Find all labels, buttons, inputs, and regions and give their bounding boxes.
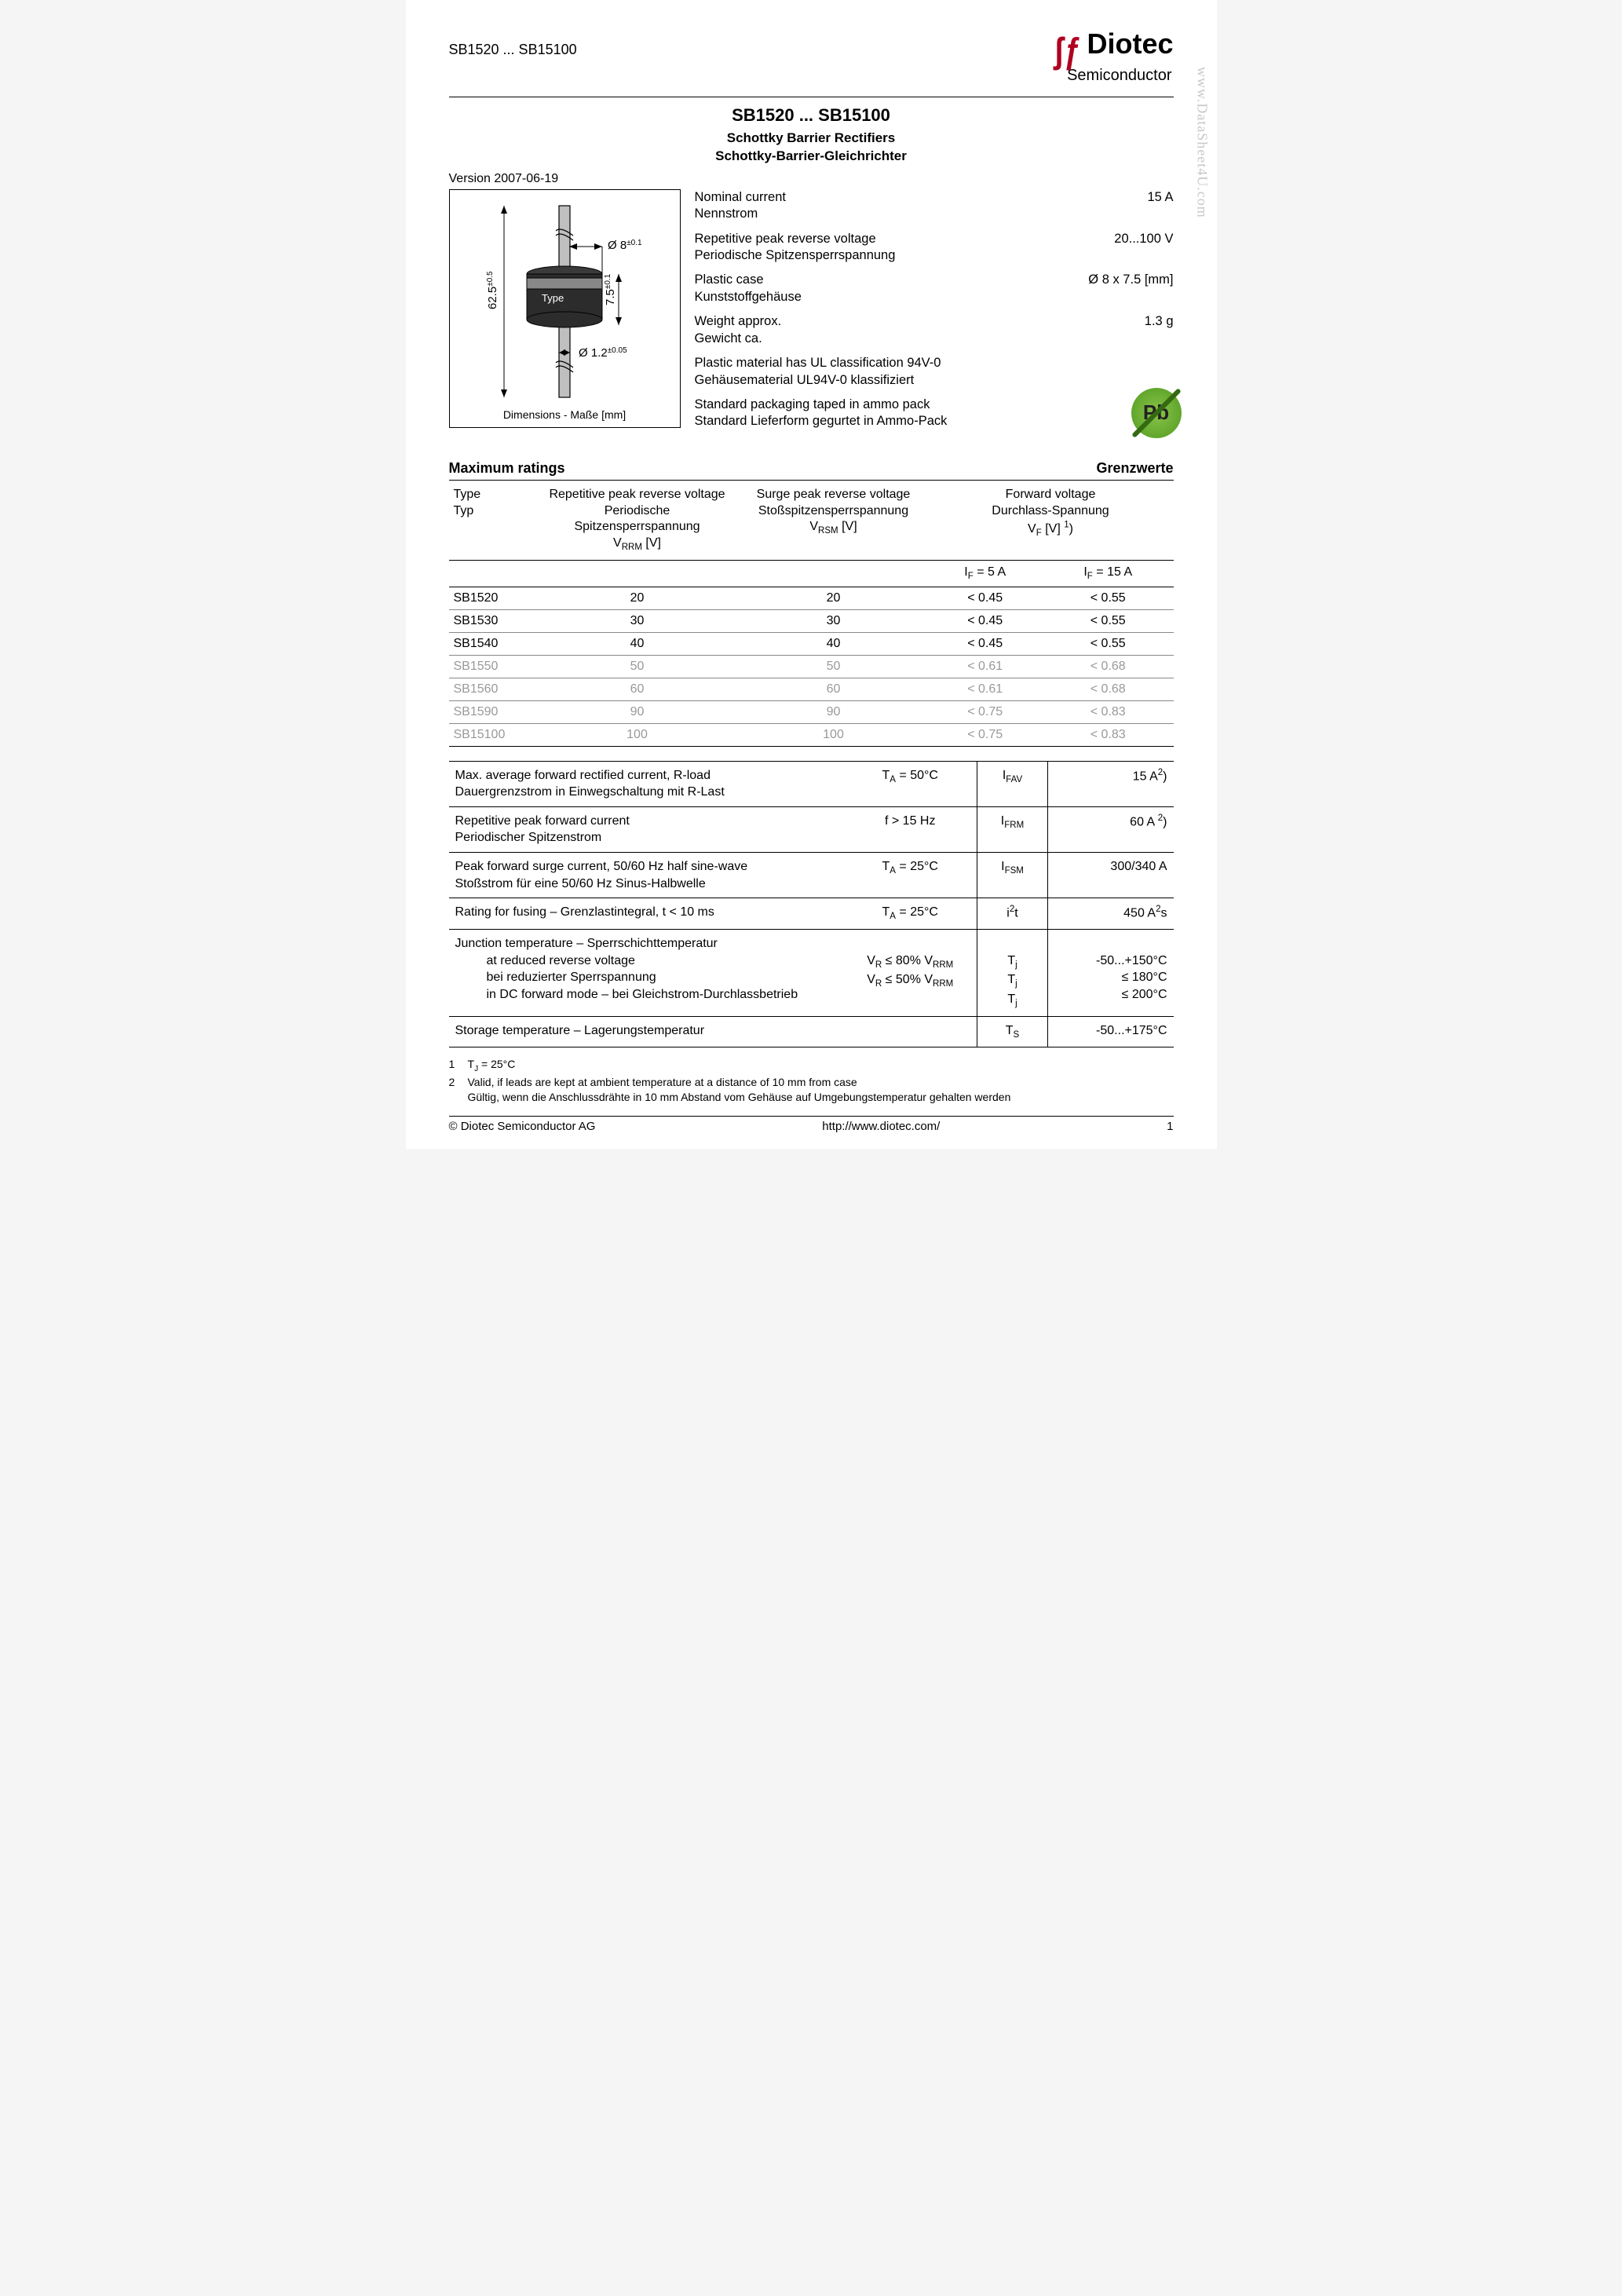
spec-label: Nominal current [695, 190, 786, 204]
spec-label: Plastic case [695, 272, 764, 287]
col-vrrm-de: Periodische Spitzensperrspannung [574, 504, 700, 534]
subhead-if15: IF = 15 A [1043, 561, 1174, 587]
watermark-text: www.DataSheet4U.com [1194, 67, 1211, 218]
part-range-header: SB1520 ... SB15100 [449, 42, 577, 58]
table-row: SB15404040< 0.45< 0.55 [449, 632, 1174, 655]
company-logo: ʃƒ Diotec Semiconductor [1051, 27, 1173, 85]
subtitle-en: Schottky Barrier Rectifiers [449, 130, 1174, 148]
table-row: SB15606060< 0.61< 0.68 [449, 678, 1174, 700]
dimensions-caption: Dimensions - Maße [mm] [456, 408, 674, 421]
spec-value: 15 A [1131, 189, 1173, 223]
logo-symbol-icon: ʃƒ [1054, 29, 1081, 71]
svg-text:Ø 1.2±0.05: Ø 1.2±0.05 [579, 346, 627, 360]
spec-value: Ø 8 x 7.5 [mm] [1072, 272, 1173, 305]
table-row: Storage temperature – Lagerungstemperatu… [449, 1016, 1174, 1047]
svg-text:62.5±0.5: 62.5±0.5 [486, 271, 499, 309]
spec-value: 1.3 g [1129, 313, 1174, 347]
col-type-en: Type [454, 488, 481, 501]
spec-label: Repetitive peak reverse voltage [695, 232, 876, 246]
spec-label-de: Periodische Spitzensperrspannung [695, 248, 896, 262]
table-row: SB15202020< 0.45< 0.55 [449, 587, 1174, 609]
package-drawing-icon: Type 62.5±0.5 Ø 8±0.1 7.5±0.1 [457, 199, 673, 404]
footer-center: http://www.diotec.com/ [822, 1120, 940, 1133]
spec-note: Standard packaging taped in ammo pack [695, 397, 930, 411]
spec-value: 20...100 V [1098, 231, 1173, 265]
spec-note-de: Gehäusematerial UL94V-0 klassifiziert [695, 373, 915, 387]
table-row: SB15909090< 0.75< 0.83 [449, 700, 1174, 723]
subhead-if5: IF = 5 A [928, 561, 1043, 587]
footnotes: 1TJ = 25°C 2 Valid, if leads are kept at… [449, 1057, 1174, 1104]
logo-name: Diotec [1087, 27, 1173, 60]
col-vrsm-en: Surge peak reverse voltage [757, 488, 911, 501]
spec-note: Plastic material has UL classification 9… [695, 356, 941, 370]
dimensions-drawing: Type 62.5±0.5 Ø 8±0.1 7.5±0.1 [449, 189, 681, 428]
table-row: Junction temperature – Sperrschichttempe… [449, 929, 1174, 1016]
table-row: SB15505050< 0.61< 0.68 [449, 655, 1174, 678]
table-row: SB15303030< 0.45< 0.55 [449, 609, 1174, 632]
pb-free-badge-icon: Pb [1131, 388, 1182, 438]
spec-label-de: Gewicht ca. [695, 331, 762, 345]
table-row: Peak forward surge current, 50/60 Hz hal… [449, 853, 1174, 898]
version-text: Version 2007-06-19 [449, 172, 1174, 186]
title-main: SB1520 ... SB15100 [449, 105, 1174, 126]
svg-text:7.5±0.1: 7.5±0.1 [604, 273, 617, 305]
svg-text:Type: Type [542, 292, 564, 304]
col-type-de: Typ [454, 504, 474, 517]
spec-label: Weight approx. [695, 314, 782, 328]
spec-note-de: Standard Lieferform gegurtet in Ammo-Pac… [695, 414, 948, 428]
footer-left: © Diotec Semiconductor AG [449, 1120, 596, 1133]
table-row: Rating for fusing – Grenzlastintegral, t… [449, 898, 1174, 930]
footer-page: 1 [1167, 1120, 1173, 1133]
col-vrsm-de: Stoßspitzensperrspannung [758, 504, 908, 517]
section-title-left: Maximum ratings [449, 460, 565, 477]
table-row: SB15100100100< 0.75< 0.83 [449, 723, 1174, 746]
col-vf-en: Forward voltage [1006, 488, 1096, 501]
section-title-right: Grenzwerte [1096, 460, 1173, 477]
col-vf-de: Durchlass-Spannung [992, 504, 1109, 517]
col-vrrm-en: Repetitive peak reverse voltage [549, 488, 725, 501]
svg-text:Ø 8±0.1: Ø 8±0.1 [608, 239, 642, 252]
subtitle-de: Schottky-Barrier-Gleichrichter [449, 148, 1174, 166]
table-row: Repetitive peak forward currentPeriodisc… [449, 806, 1174, 852]
spec-label-de: Nennstrom [695, 207, 758, 221]
max-ratings-table: Type Typ Repetitive peak reverse voltage… [449, 480, 1174, 747]
spec-label-de: Kunststoffgehäuse [695, 290, 802, 304]
ratings-table-2: Max. average forward rectified current, … [449, 761, 1174, 1048]
table-row: Max. average forward rectified current, … [449, 761, 1174, 806]
